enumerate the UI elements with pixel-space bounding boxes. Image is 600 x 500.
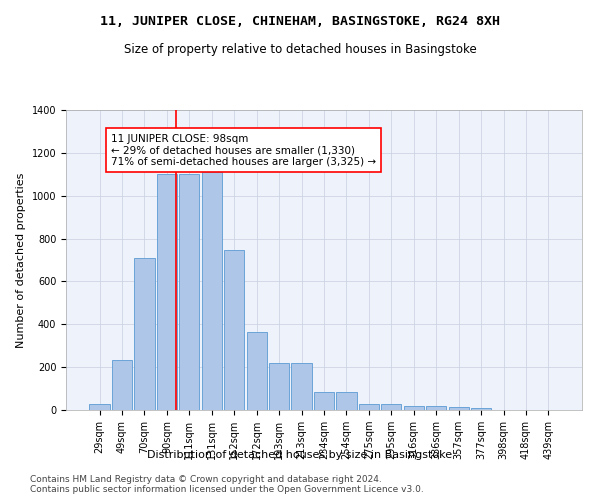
Text: 11, JUNIPER CLOSE, CHINEHAM, BASINGSTOKE, RG24 8XH: 11, JUNIPER CLOSE, CHINEHAM, BASINGSTOKE…	[100, 15, 500, 28]
Bar	[381, 404, 401, 410]
Bar	[134, 258, 155, 410]
Text: Contains HM Land Registry data © Crown copyright and database right 2024.: Contains HM Land Registry data © Crown c…	[30, 475, 382, 484]
Bar	[404, 406, 424, 410]
Text: Size of property relative to detached houses in Basingstoke: Size of property relative to detached ho…	[124, 42, 476, 56]
Bar	[471, 408, 491, 410]
Bar	[179, 174, 199, 410]
Bar	[314, 392, 334, 410]
Text: 11 JUNIPER CLOSE: 98sqm
← 29% of detached houses are smaller (1,330)
71% of semi: 11 JUNIPER CLOSE: 98sqm ← 29% of detache…	[111, 134, 376, 167]
Bar	[449, 407, 469, 410]
Bar	[269, 363, 289, 410]
Bar	[292, 363, 311, 410]
Bar	[337, 392, 356, 410]
Bar	[247, 332, 267, 410]
Bar	[202, 172, 222, 410]
Bar	[89, 404, 110, 410]
Bar	[426, 406, 446, 410]
Text: Contains public sector information licensed under the Open Government Licence v3: Contains public sector information licen…	[30, 485, 424, 494]
Y-axis label: Number of detached properties: Number of detached properties	[16, 172, 26, 348]
Text: Distribution of detached houses by size in Basingstoke: Distribution of detached houses by size …	[148, 450, 452, 460]
Bar	[157, 174, 177, 410]
Bar	[112, 360, 132, 410]
Bar	[224, 250, 244, 410]
Bar	[359, 404, 379, 410]
